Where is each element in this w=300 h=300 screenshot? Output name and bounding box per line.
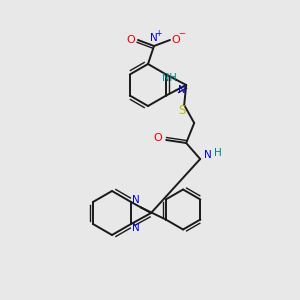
Text: O: O bbox=[172, 35, 180, 45]
Text: H: H bbox=[214, 148, 222, 158]
Text: O: O bbox=[127, 35, 135, 45]
Text: +: + bbox=[155, 29, 161, 38]
Text: N: N bbox=[178, 85, 186, 95]
Text: N: N bbox=[204, 150, 212, 160]
Text: −: − bbox=[178, 29, 185, 38]
Text: NH: NH bbox=[162, 73, 177, 83]
Text: S: S bbox=[178, 104, 186, 118]
Text: N: N bbox=[150, 33, 158, 43]
Text: N: N bbox=[132, 223, 140, 233]
Text: O: O bbox=[154, 133, 163, 143]
Text: N: N bbox=[132, 195, 140, 205]
